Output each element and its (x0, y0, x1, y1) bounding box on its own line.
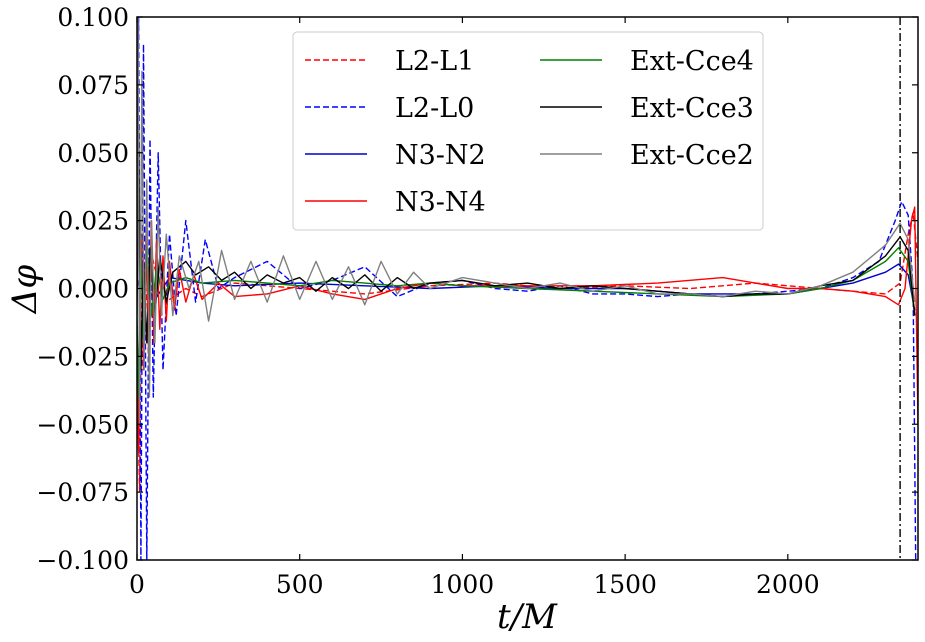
x-axis-ticks: 0 500 1000 1500 2000 (129, 17, 820, 599)
y-tick-label: −0.100 (36, 546, 129, 575)
series-line-l2-l0 (137, 17, 917, 560)
y-tick-label: 0.050 (57, 139, 129, 168)
series-line-ext-cce3 (137, 124, 916, 371)
legend-label-n3-n4: N3-N4 (395, 187, 486, 218)
x-tick-label: 1500 (593, 570, 657, 599)
series-layer (137, 17, 918, 560)
y-axis-ticks: −0.100 −0.075 −0.050 −0.025 0.000 0.025 0.050 0… (36, 3, 918, 575)
x-axis-title: t/M (497, 597, 558, 637)
y-tick-label: 0.025 (57, 207, 129, 236)
legend-label-n3-n2: N3-N2 (395, 140, 486, 171)
y-axis-title: Δφ (5, 265, 45, 316)
x-tick-label: 500 (276, 570, 324, 599)
y-tick-label: −0.025 (36, 342, 129, 371)
y-tick-label: −0.075 (36, 478, 129, 507)
legend-items: L2-L1 L2-L0 N3-N2 N3-N4 Ext-Cce4 Ext-Cce3 Ext-… (305, 46, 754, 218)
series-line-ext-cce2 (137, 17, 916, 425)
legend: L2-L1 L2-L0 N3-N2 N3-N4 Ext-Cce4 Ext-Cce3 Ext-… (292, 31, 764, 231)
y-tick-label: 0.100 (57, 3, 129, 32)
legend-label-ext-cce4: Ext-Cce4 (630, 46, 754, 77)
y-tick-label: 0.075 (57, 71, 129, 100)
x-tick-label: 1000 (431, 570, 495, 599)
legend-frame (292, 31, 764, 231)
legend-label-l2-l1: L2-L1 (395, 46, 474, 77)
legend-label-l2-l0: L2-L0 (395, 93, 474, 124)
legend-label-ext-cce2: Ext-Cce2 (630, 140, 754, 171)
x-tick-label: 2000 (756, 570, 820, 599)
y-tick-label: 0.000 (57, 275, 129, 304)
x-tick-label: 0 (129, 570, 145, 599)
y-tick-label: −0.050 (36, 410, 129, 439)
legend-label-ext-cce3: Ext-Cce3 (630, 93, 754, 124)
